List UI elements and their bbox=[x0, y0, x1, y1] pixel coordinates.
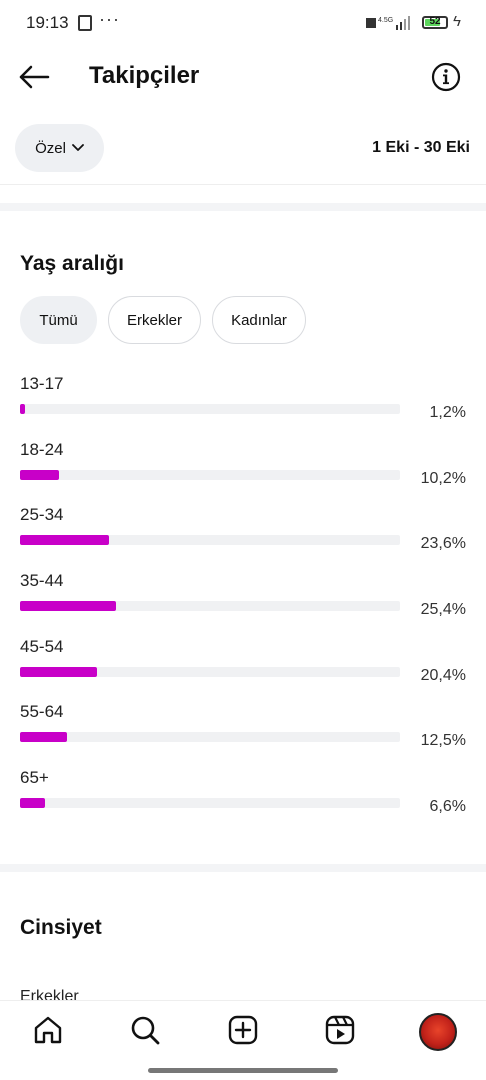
period-label: Özel bbox=[35, 139, 66, 157]
age-percent: 10,2% bbox=[420, 470, 466, 487]
tab-all-label: Tümü bbox=[39, 311, 78, 329]
age-bar bbox=[20, 798, 45, 808]
create-icon[interactable] bbox=[227, 1014, 259, 1046]
age-row: 25-34 23,6% bbox=[0, 505, 486, 565]
chevron-down-icon bbox=[72, 144, 84, 151]
tab-women[interactable]: Kadınlar bbox=[212, 296, 306, 344]
header: Takipçiler bbox=[0, 46, 486, 108]
age-bar-track bbox=[20, 404, 400, 414]
age-bar-track bbox=[20, 535, 400, 545]
tab-men[interactable]: Erkekler bbox=[108, 296, 201, 344]
search-icon[interactable] bbox=[129, 1014, 161, 1046]
age-row: 55-64 12,5% bbox=[0, 702, 486, 762]
age-bar-track bbox=[20, 601, 400, 611]
more-dots-icon: ··· bbox=[99, 9, 120, 29]
signal-icon: 4.5G bbox=[366, 16, 410, 30]
page-title: Takipçiler bbox=[89, 62, 200, 89]
status-time: 19:13 bbox=[26, 13, 69, 32]
age-percent: 20,4% bbox=[420, 667, 466, 684]
age-bar-track bbox=[20, 798, 400, 808]
age-row: 45-54 20,4% bbox=[0, 637, 486, 697]
age-bar bbox=[20, 535, 109, 545]
age-row: 13-17 1,2% bbox=[0, 374, 486, 434]
age-range-label: 45-54 bbox=[20, 637, 64, 656]
section-divider bbox=[0, 203, 486, 211]
age-bar bbox=[20, 470, 59, 480]
arrow-left-icon[interactable] bbox=[18, 62, 50, 92]
age-percent: 23,6% bbox=[420, 535, 466, 552]
profile-avatar[interactable] bbox=[419, 1013, 457, 1051]
age-percent: 6,6% bbox=[429, 798, 466, 815]
age-bar-track bbox=[20, 470, 400, 480]
home-icon[interactable] bbox=[32, 1014, 64, 1046]
age-row: 65+ 6,6% bbox=[0, 768, 486, 828]
age-range-label: 55-64 bbox=[20, 702, 64, 721]
age-bar-track bbox=[20, 732, 400, 742]
home-indicator bbox=[148, 1068, 338, 1073]
charging-icon: ϟ bbox=[453, 13, 461, 30]
tab-all[interactable]: Tümü bbox=[20, 296, 97, 344]
tab-women-label: Kadınlar bbox=[231, 311, 287, 329]
age-range-label: 35-44 bbox=[20, 571, 64, 590]
age-bar bbox=[20, 601, 116, 611]
status-bar: 19:13 ··· 4.5G 52 ϟ bbox=[0, 0, 486, 46]
age-row: 35-44 25,4% bbox=[0, 571, 486, 631]
battery-icon: 52 bbox=[422, 16, 448, 29]
gender-section-title: Cinsiyet bbox=[20, 916, 102, 939]
age-percent: 1,2% bbox=[429, 404, 466, 421]
age-range-label: 25-34 bbox=[20, 505, 64, 524]
screenshot-icon bbox=[78, 15, 92, 31]
info-circle-icon[interactable] bbox=[431, 62, 461, 92]
period-dropdown[interactable]: Özel bbox=[15, 124, 104, 172]
age-bar bbox=[20, 404, 25, 414]
age-range-label: 13-17 bbox=[20, 374, 64, 393]
date-range: 1 Eki - 30 Eki bbox=[372, 139, 470, 156]
svg-text:4.5G: 4.5G bbox=[378, 17, 393, 24]
age-row: 18-24 10,2% bbox=[0, 440, 486, 500]
battery-level: 52 bbox=[429, 16, 441, 27]
tab-men-label: Erkekler bbox=[126, 311, 182, 329]
age-bar-track bbox=[20, 667, 400, 677]
age-bar bbox=[20, 667, 97, 677]
age-section-title: Yaş aralığı bbox=[20, 252, 124, 275]
reels-icon[interactable] bbox=[324, 1014, 356, 1046]
divider bbox=[0, 184, 486, 185]
age-range-label: 18-24 bbox=[20, 440, 64, 459]
age-percent: 25,4% bbox=[420, 601, 466, 618]
age-percent: 12,5% bbox=[420, 732, 466, 749]
age-range-label: 65+ bbox=[20, 768, 49, 787]
age-bar bbox=[20, 732, 67, 742]
section-divider bbox=[0, 864, 486, 872]
bottom-nav bbox=[0, 1000, 486, 1063]
filter-row: Özel 1 Eki - 30 Eki bbox=[0, 124, 486, 174]
